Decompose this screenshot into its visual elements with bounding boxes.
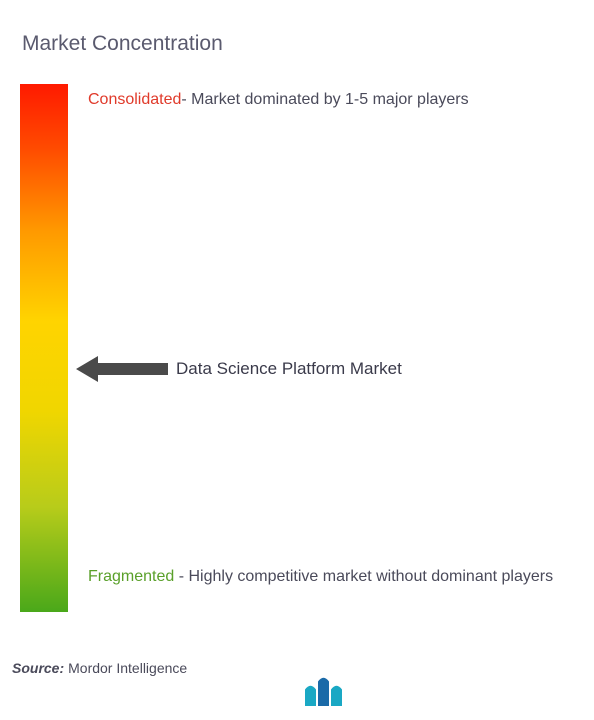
source-value: Mordor Intelligence [68,660,187,676]
consolidated-label: Consolidated- Market dominated by 1-5 ma… [88,88,564,112]
concentration-chart: Consolidated- Market dominated by 1-5 ma… [20,84,574,624]
brand-logo-icon [305,672,342,706]
fragmented-label: Fragmented - Highly competitive market w… [88,564,564,590]
fragmented-desc: - Highly competitive market without domi… [174,568,553,585]
gradient-scale-bar [20,84,68,612]
consolidated-desc: - Market dominated by 1-5 major players [181,91,468,108]
arrow-left-icon [76,356,168,382]
page-title: Market Concentration [22,32,574,56]
consolidated-key: Consolidated [88,91,181,108]
fragmented-key: Fragmented [88,568,174,585]
market-position-marker: Data Science Platform Market [76,356,402,382]
source-attribution: Source:Mordor Intelligence [12,660,187,676]
source-key: Source: [12,660,64,676]
market-label: Data Science Platform Market [176,359,402,379]
